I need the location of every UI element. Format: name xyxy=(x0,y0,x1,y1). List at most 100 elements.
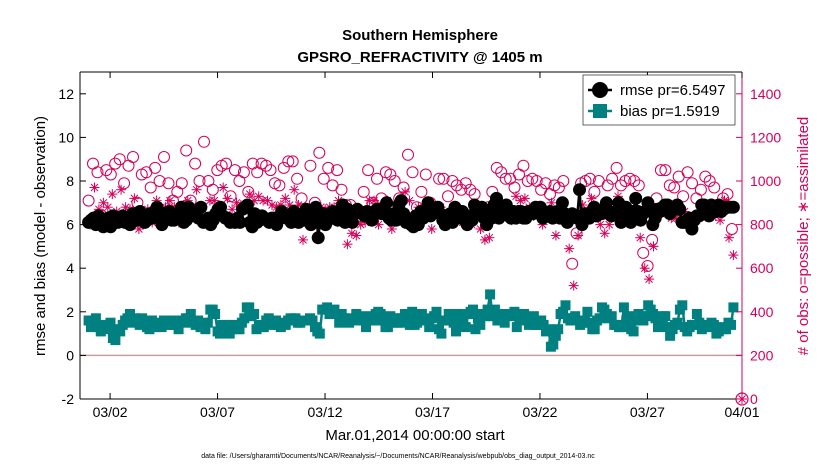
bias-point xyxy=(584,317,595,328)
bias-point xyxy=(492,315,503,326)
obs-possible-point xyxy=(402,148,414,161)
obs-possible-point xyxy=(273,179,286,192)
bias-point xyxy=(485,289,496,300)
rmse-series xyxy=(82,183,740,245)
x-tick-label: 03/02 xyxy=(93,404,128,420)
bias-point xyxy=(375,309,386,319)
obs-possible-point xyxy=(277,161,290,174)
bias-point xyxy=(726,319,736,330)
last-point-highlight xyxy=(735,392,749,406)
bias-point xyxy=(480,311,491,322)
rmse-point xyxy=(624,215,638,229)
obs-assimilated-point xyxy=(644,274,655,285)
obs-possible-point xyxy=(229,164,241,177)
obs-assimilated-stroke xyxy=(374,220,383,229)
x-tick-label: 03/12 xyxy=(308,404,343,420)
obs-assimilated-stroke xyxy=(192,185,201,194)
obs-assimilated-point xyxy=(550,230,561,241)
obs-assimilated-stroke xyxy=(268,201,276,209)
rmse-point xyxy=(233,215,247,229)
bias-point xyxy=(618,302,629,313)
bias-point xyxy=(412,317,423,328)
obs-assimilated-stroke xyxy=(645,275,653,283)
bias-point xyxy=(628,326,639,337)
obs-possible-point xyxy=(659,164,672,177)
obs-possible-point xyxy=(331,164,344,177)
obs-possible-point xyxy=(109,157,122,170)
obs-assimilated-point xyxy=(484,232,495,243)
obs-possible-point xyxy=(721,188,734,201)
obs-assimilated-stroke xyxy=(521,194,529,203)
rmse-point xyxy=(490,191,503,205)
obs-assimilated-point xyxy=(164,195,175,206)
y-left-tick-label: 0 xyxy=(66,347,74,363)
bias-point xyxy=(558,306,569,317)
y-left-tick-label: 4 xyxy=(66,260,74,276)
bias-series xyxy=(83,289,739,352)
bias-point xyxy=(173,324,184,335)
bias-point xyxy=(672,317,683,328)
obs-possible-point xyxy=(610,161,623,174)
obs-possible-point xyxy=(606,172,619,185)
bias-point xyxy=(110,335,121,346)
obs-possible-point xyxy=(415,185,428,198)
bias-point xyxy=(468,304,478,315)
obs-assimilated-stroke xyxy=(210,196,219,205)
obs-assimilated-point xyxy=(227,204,238,215)
x-tick-label: 03/27 xyxy=(630,404,665,420)
obs-possible-point xyxy=(282,155,295,168)
obs-possible-point xyxy=(708,181,721,194)
bias-point xyxy=(640,311,651,322)
bias-point xyxy=(139,315,150,326)
obs-possible-point xyxy=(637,246,650,259)
obs-possible-point xyxy=(699,170,712,183)
bias-point xyxy=(728,302,739,313)
bias-point xyxy=(416,309,427,319)
obs-assimilated-point xyxy=(298,234,308,245)
bias-point xyxy=(665,330,676,341)
obs-assimilated-point xyxy=(599,228,610,239)
obs-assimilated-stroke xyxy=(587,194,596,203)
obs-possible-point xyxy=(313,146,326,159)
bias-point xyxy=(451,326,461,337)
bias-point xyxy=(115,326,126,337)
bias-point xyxy=(519,309,530,319)
y-left-tick-label: 6 xyxy=(66,217,74,233)
obs-assimilated-stroke xyxy=(99,198,108,207)
obs-assimilated-stroke xyxy=(343,240,352,249)
obs-assimilated-stroke xyxy=(596,220,605,229)
obs-possible-point xyxy=(175,177,188,190)
y-axis-left-label: rmse and bias (model - observation) xyxy=(32,116,49,356)
obs-assimilated-stroke xyxy=(290,185,299,194)
rmse-point xyxy=(692,209,706,223)
obs-possible-point xyxy=(615,179,627,192)
bias-point xyxy=(105,317,116,328)
obs-possible-point xyxy=(304,159,317,172)
rmse-point xyxy=(726,200,740,214)
obs-assimilated-point xyxy=(568,280,579,291)
obs-assimilated-stroke xyxy=(485,233,494,242)
bias-point xyxy=(677,300,688,311)
obs-possible-point xyxy=(677,190,690,203)
obs-possible-point xyxy=(264,164,277,177)
y-left-tick-label: 8 xyxy=(66,173,74,189)
bias-point xyxy=(224,328,235,339)
bias-point xyxy=(460,322,471,333)
obs-assimilated-stroke xyxy=(285,201,294,209)
bias-point xyxy=(582,306,593,317)
obs-assimilated-point xyxy=(573,230,584,241)
y-right-tick-label: 200 xyxy=(750,347,774,363)
obs-possible-point xyxy=(459,177,472,190)
obs-assimilated-stroke xyxy=(427,225,436,233)
bias-point xyxy=(424,322,435,333)
y-right-tick-label: 400 xyxy=(750,304,774,320)
obs-assimilated-point xyxy=(426,224,437,234)
y-right-tick-label: 0 xyxy=(750,391,758,407)
x-axis-label: Mar.01,2014 00:00:00 start xyxy=(325,427,505,444)
obs-assimilated-stroke xyxy=(117,185,125,194)
bias-point xyxy=(193,315,204,326)
obs-assimilated-stroke xyxy=(552,231,560,240)
obs-possible-point xyxy=(162,177,175,190)
obs-possible-point xyxy=(335,183,348,196)
